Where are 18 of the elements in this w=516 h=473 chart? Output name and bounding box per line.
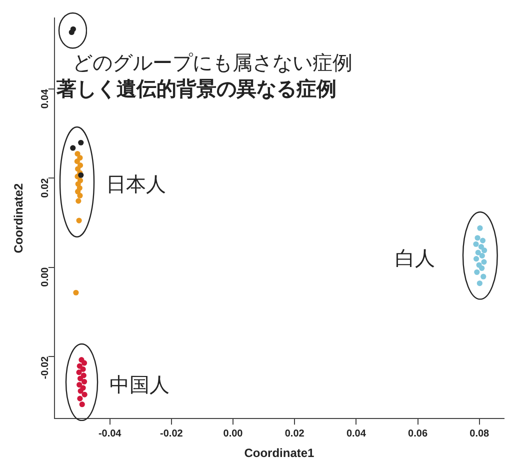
- y-tick-label: 0.02: [40, 178, 52, 198]
- x-tick-label: -0.04: [98, 428, 122, 440]
- y-tick-label: 0.00: [40, 266, 52, 287]
- annotation: どのグループにも属さない症例: [72, 52, 352, 75]
- x-tick-label: -0.02: [160, 428, 184, 440]
- y-tick-label: 0.04: [40, 88, 52, 109]
- x-tick-label: 0.00: [223, 428, 244, 440]
- annotation: 著しく遺伝的背景の異なる症例: [55, 78, 336, 101]
- x-tick-label: 0.04: [346, 428, 366, 440]
- annotation: 白人: [394, 248, 435, 270]
- y-tick-label: -0.02: [40, 356, 52, 380]
- y-axis-title: Coordinate2: [12, 182, 26, 254]
- x-tick-label: 0.02: [284, 428, 305, 440]
- x-tick-label: 0.08: [470, 428, 490, 440]
- x-axis-title: Coordinate1: [244, 446, 315, 460]
- x-tick-label: 0.06: [408, 428, 428, 440]
- annotation: 中国人: [110, 374, 170, 397]
- annotation: 日本人: [106, 174, 166, 196]
